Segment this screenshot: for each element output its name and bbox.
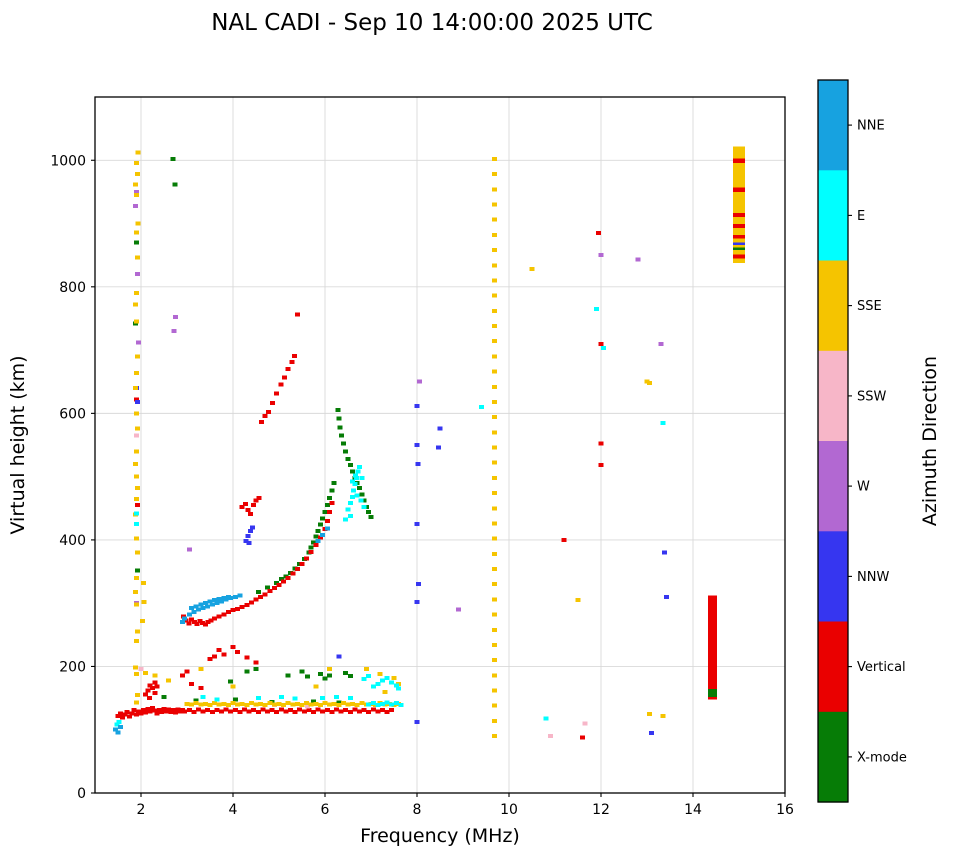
- svg-text:6: 6: [321, 802, 330, 818]
- svg-text:10: 10: [500, 802, 518, 818]
- svg-text:SSE: SSE: [857, 299, 882, 314]
- svg-text:2: 2: [137, 802, 146, 818]
- series-Vertical: [115, 231, 604, 740]
- svg-text:16: 16: [776, 802, 794, 818]
- svg-text:E: E: [857, 209, 865, 224]
- svg-text:200: 200: [59, 660, 86, 676]
- svg-text:8: 8: [413, 802, 422, 818]
- series-E: [114, 307, 666, 727]
- svg-text:12: 12: [592, 802, 610, 818]
- series-NNW: [133, 386, 669, 735]
- svg-text:NNW: NNW: [857, 570, 889, 585]
- series-SSE: [133, 150, 666, 739]
- series-W: [133, 189, 664, 612]
- plot-area: 2 4 6 8 10 12 14 16 0 200 400 600 800 1000 NNE E SSE SSW W…: [50, 79, 907, 818]
- svg-text:14: 14: [684, 802, 702, 818]
- chart-title: NAL CADI - Sep 10 14:00:00 2025 UTC: [211, 10, 653, 36]
- svg-text:800: 800: [59, 280, 86, 296]
- x-axis: 2 4 6 8 10 12 14 16: [137, 793, 794, 818]
- svg-text:400: 400: [59, 533, 86, 549]
- series-X-mode: [133, 157, 374, 705]
- y-axis-label: Virtual height (km): [7, 355, 29, 534]
- colorbar: NNE E SSE SSW W NNW Vertical X-mode: [817, 79, 907, 803]
- svg-text:X-mode: X-mode: [857, 750, 907, 765]
- svg-text:SSW: SSW: [857, 389, 887, 404]
- colorbar-label: Azimuth Direction: [919, 356, 941, 526]
- svg-text:4: 4: [229, 802, 238, 818]
- x-axis-label: Frequency (MHz): [360, 825, 520, 847]
- plot-border: [94, 96, 786, 794]
- svg-text:W: W: [857, 480, 870, 495]
- echo-bars: [707, 146, 745, 700]
- svg-text:0: 0: [77, 786, 86, 802]
- y-axis: 0 200 400 600 800 1000: [50, 153, 95, 802]
- svg-text:Vertical: Vertical: [857, 660, 906, 675]
- svg-text:1000: 1000: [50, 153, 86, 169]
- scatter-points: [113, 150, 669, 740]
- series-NNE: [113, 526, 330, 735]
- svg-text:NNE: NNE: [857, 119, 885, 134]
- svg-text:600: 600: [59, 406, 86, 422]
